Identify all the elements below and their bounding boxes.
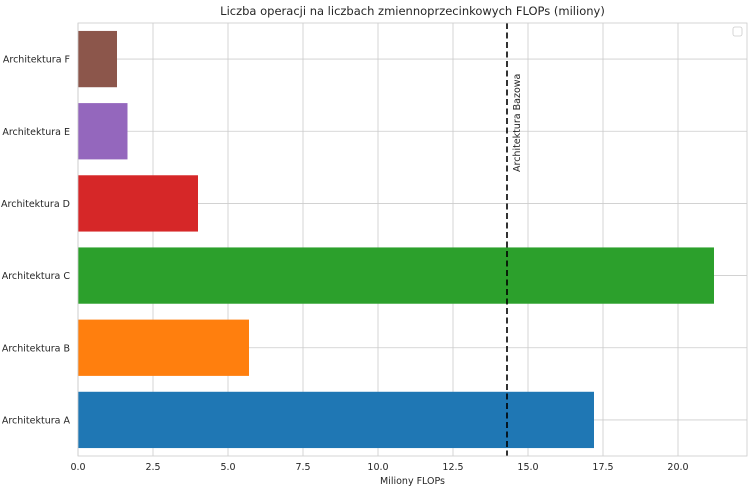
y-tick-label: Architektura D bbox=[1, 199, 70, 210]
y-tick-label: Architektura A bbox=[2, 415, 71, 426]
bar-architektura-b bbox=[78, 319, 249, 376]
bar-architektura-a bbox=[78, 391, 594, 449]
chart-title: Liczba operacji na liczbach zmiennoprzec… bbox=[220, 4, 605, 18]
x-tick-label: 0.0 bbox=[70, 462, 85, 473]
bar-architektura-f bbox=[78, 30, 117, 88]
bar-architektura-c bbox=[78, 247, 714, 304]
plot-frame bbox=[77, 22, 748, 457]
y-tick-label: Architektura F bbox=[3, 55, 70, 66]
x-tick-label: 12.5 bbox=[442, 462, 463, 473]
bars bbox=[78, 30, 714, 449]
legend-box bbox=[732, 26, 743, 37]
x-tick-label: 7.5 bbox=[295, 462, 310, 473]
bar-architektura-e bbox=[78, 103, 128, 160]
x-tick-label: 15.0 bbox=[517, 462, 538, 473]
y-tick-label: Architektura E bbox=[2, 127, 70, 138]
x-tick-label: 17.5 bbox=[592, 462, 613, 473]
x-axis-label: Miliony FLOPs bbox=[380, 476, 445, 487]
x-tick-label: 2.5 bbox=[145, 462, 160, 473]
y-tick-label: Architektura B bbox=[2, 343, 70, 354]
x-tick-label: 5.0 bbox=[220, 462, 235, 473]
reference-line-label: Architektura Bazowa bbox=[512, 74, 523, 172]
x-tick-labels: 0.0 2.5 5.0 7.5 10.0 12.5 15.0 17.5 20.0 bbox=[70, 462, 688, 473]
x-tick-label: 20.0 bbox=[667, 462, 688, 473]
x-tick-label: 10.0 bbox=[367, 462, 388, 473]
reference-line-group: Architektura Bazowa bbox=[506, 23, 523, 456]
bar-architektura-d bbox=[78, 175, 198, 232]
y-tick-labels: Architektura A Architektura B Architektura… bbox=[1, 55, 70, 427]
y-tick-label: Architektura C bbox=[2, 271, 71, 282]
